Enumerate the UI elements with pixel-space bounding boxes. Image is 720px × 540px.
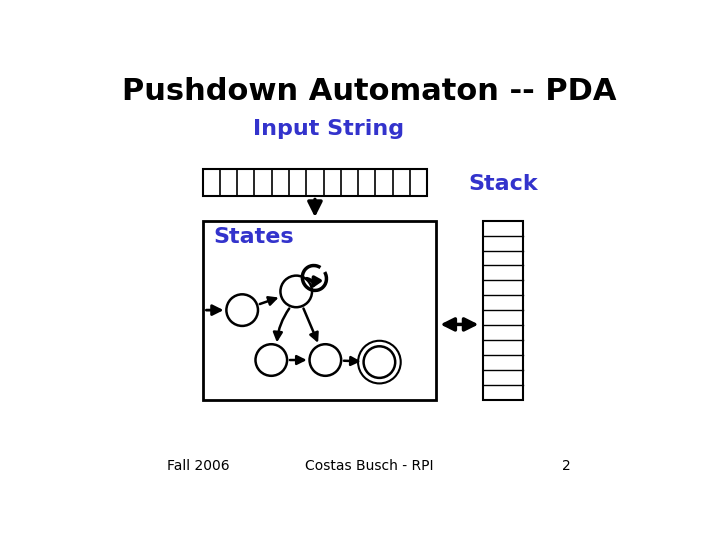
Text: Fall 2006: Fall 2006 [167,459,230,473]
Text: 2: 2 [562,459,571,473]
Text: Costas Busch - RPI: Costas Busch - RPI [305,459,433,473]
Text: States: States [213,227,294,247]
Bar [483,221,523,400]
Text: Stack: Stack [468,174,538,194]
Bar [203,168,427,196]
Bar [203,221,436,400]
Text: Input String: Input String [253,119,404,139]
Text: Pushdown Automaton -- PDA: Pushdown Automaton -- PDA [122,77,616,106]
